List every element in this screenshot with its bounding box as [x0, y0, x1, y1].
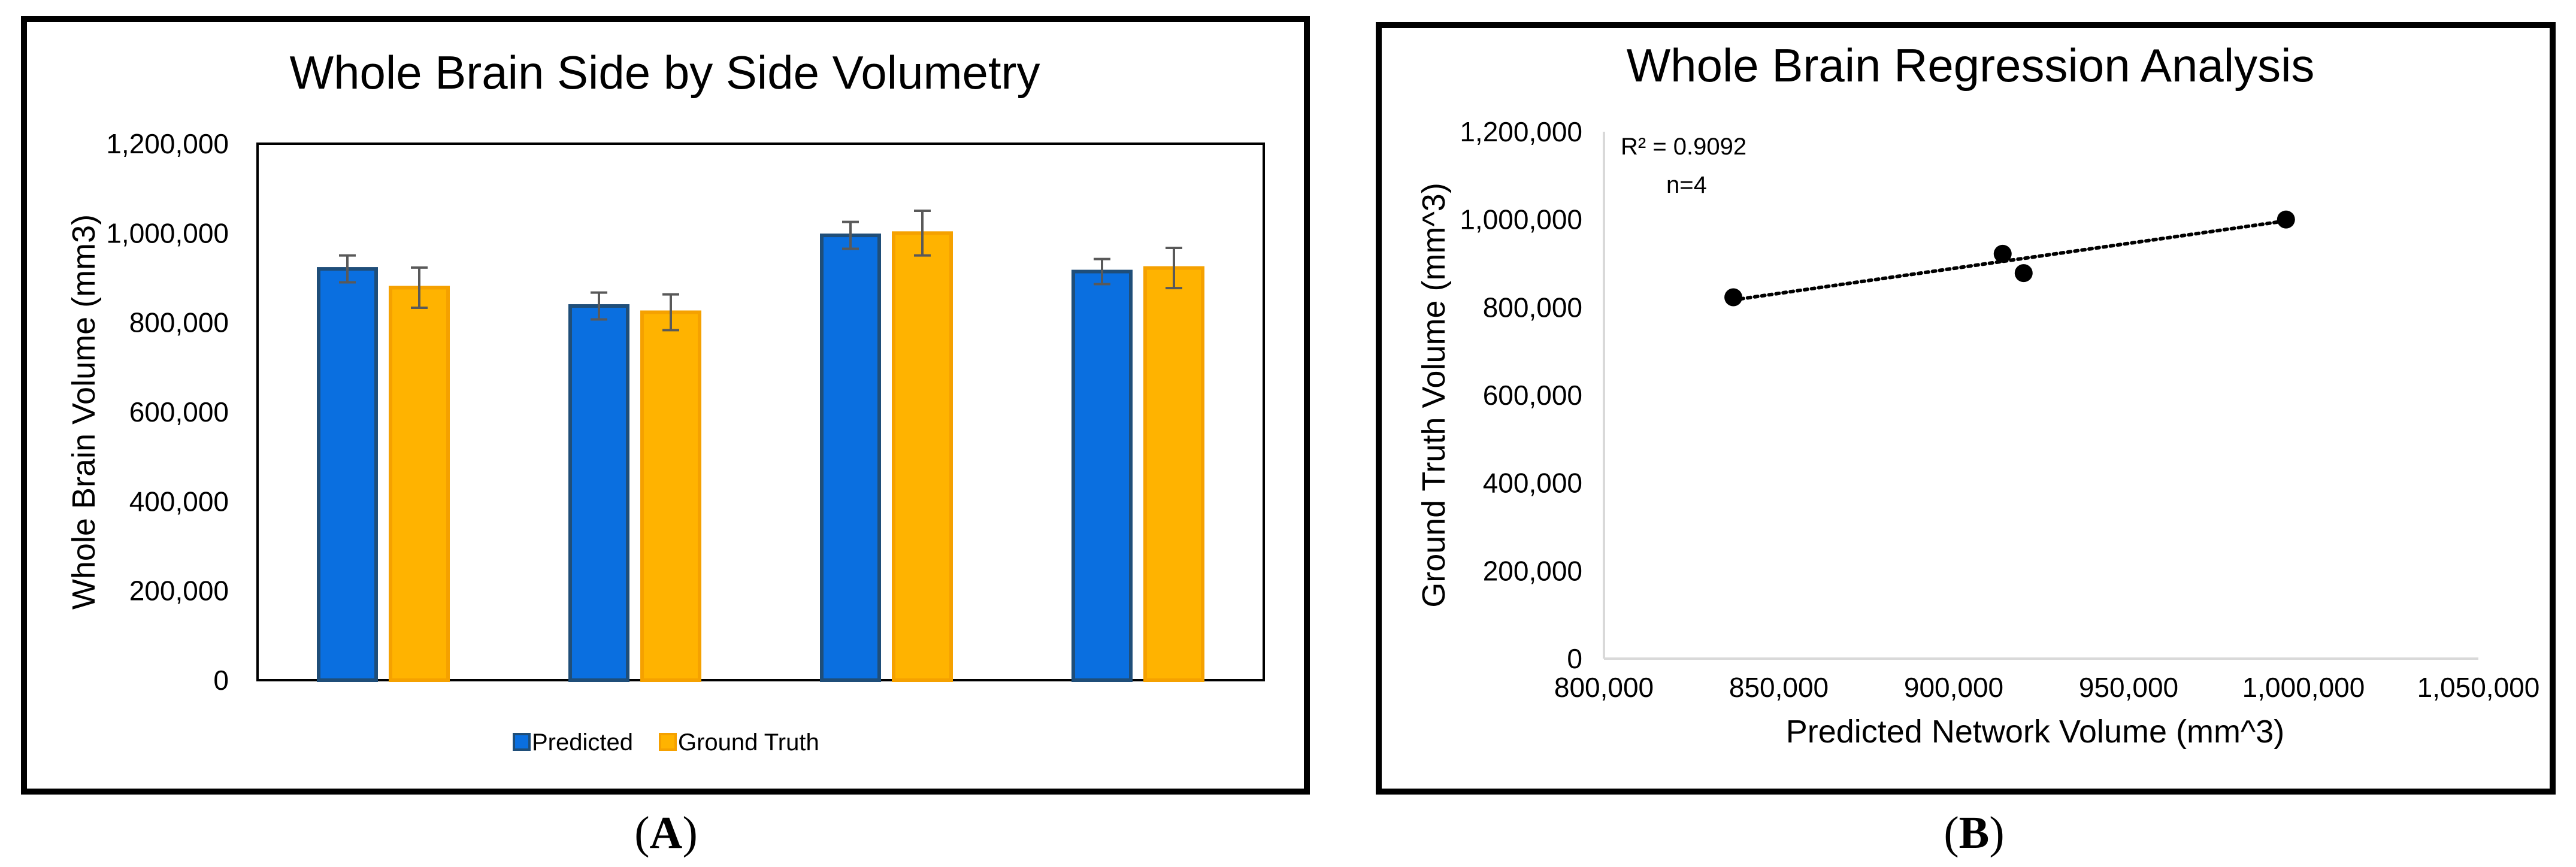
- panel-a-title: Whole Brain Side by Side Volumetry: [290, 46, 1040, 99]
- bar-predicted-1: [317, 267, 378, 683]
- panel-b-xticks: 800,000 850,000 900,000 950,000 1,000,000 1,0…: [1554, 672, 2539, 703]
- panel-a-legend: Predicted Ground Truth: [513, 729, 819, 756]
- panel-a-ylabel: Whole Brain Volume (mm3): [66, 214, 102, 610]
- panel-b-ytick-label: 0: [1567, 643, 1582, 674]
- panel-b: Whole Brain Regression Analysis 0 200,000…: [1376, 22, 2556, 858]
- legend-swatch-predicted: [513, 733, 531, 751]
- r-squared-label: R² = 0.9092: [1621, 134, 1746, 160]
- panel-a-ytick-label: 600,000: [129, 396, 229, 428]
- scatter-point-3: [2014, 264, 2033, 283]
- panel-a-ytick-label: 400,000: [129, 486, 229, 517]
- error-bar-ground-truth-2: [662, 293, 679, 332]
- bar-predicted-3: [820, 234, 881, 683]
- n-label: n=4: [1666, 172, 1707, 198]
- error-bar-ground-truth-1: [411, 266, 428, 310]
- panel-a-ytick-label: 1,000,000: [106, 217, 229, 248]
- scatter-point-2: [1993, 244, 2012, 263]
- bar-predicted-4: [1071, 269, 1133, 682]
- panel-a-plot-area: [256, 143, 1265, 681]
- panel-b-ytick-label: 1,200,000: [1460, 116, 1582, 147]
- trendline: [1732, 219, 2288, 302]
- panel-b-frame: [1376, 22, 2556, 795]
- panel-b-ytick-label: 600,000: [1483, 380, 1582, 411]
- panel-b-title: Whole Brain Regression Analysis: [1627, 39, 2315, 92]
- bar-ground-truth-3: [892, 231, 953, 683]
- bar-ground-truth-1: [389, 286, 450, 682]
- panel-b-points: [1724, 210, 2295, 307]
- bar-predicted-2: [568, 304, 629, 683]
- panel-b-letter: (B): [1944, 808, 2004, 858]
- error-bar-ground-truth-4: [1166, 246, 1182, 290]
- error-bar-ground-truth-3: [914, 210, 931, 257]
- scatter-point-1: [1724, 288, 1743, 307]
- scatter-point-4: [2277, 210, 2295, 229]
- panel-a-ytick-label: 0: [213, 665, 229, 696]
- panel-a-letter: (A): [634, 808, 698, 858]
- panel-b-yticks: 0 200,000 400,000 600,000 800,000 1,000,000 1,…: [1460, 116, 1582, 674]
- panel-b-xlabel: Predicted Network Volume (mm^3): [1786, 714, 2285, 750]
- panel-b-xtick-label: 1,000,000: [2242, 672, 2365, 703]
- panel-b-ytick-label: 200,000: [1483, 555, 1582, 586]
- panel-b-xtick-label: 950,000: [2079, 672, 2178, 703]
- panel-b-ylabel: Ground Truth Volume (mm^3): [1416, 183, 1452, 608]
- panel-b-xtick-label: 850,000: [1729, 672, 1829, 703]
- panel-b-xtick-label: 900,000: [1904, 672, 2003, 703]
- legend-swatch-ground-truth: [659, 733, 677, 751]
- panel-a-bars: [317, 210, 1204, 683]
- panel-a-ytick-label: 200,000: [129, 575, 229, 607]
- panel-b-xtick-label: 800,000: [1554, 672, 1654, 703]
- error-bar-predicted-3: [842, 220, 859, 250]
- error-bar-predicted-1: [339, 254, 356, 284]
- legend-label-ground-truth: Ground Truth: [678, 729, 819, 756]
- panel-b-ytick-label: 400,000: [1483, 468, 1582, 499]
- legend-label-predicted: Predicted: [532, 729, 633, 756]
- panel-b-xtick-label: 1,050,000: [2417, 672, 2540, 703]
- panel-a-ytick-label: 800,000: [129, 307, 229, 338]
- bar-ground-truth-4: [1143, 266, 1204, 683]
- panel-a-ytick-label: 1,200,000: [106, 128, 229, 159]
- panel-a: Whole Brain Side by Side Volumetry 0 200,…: [21, 16, 1310, 858]
- panel-a-yticks: 0 200,000 400,000 600,000 800,000 1,000,000 1,…: [106, 128, 229, 696]
- bar-ground-truth-2: [640, 310, 701, 682]
- panel-b-ytick-label: 800,000: [1483, 292, 1582, 323]
- error-bar-predicted-2: [591, 291, 607, 321]
- error-bar-predicted-4: [1094, 257, 1110, 286]
- panel-b-ytick-label: 1,000,000: [1460, 204, 1582, 235]
